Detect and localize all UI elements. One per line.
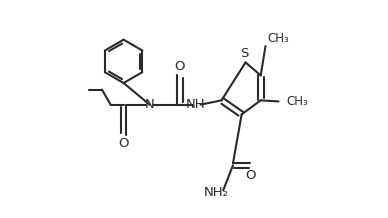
Text: O: O <box>118 137 129 150</box>
Text: O: O <box>175 60 185 73</box>
Text: O: O <box>245 169 256 182</box>
Text: N: N <box>145 98 154 111</box>
Text: NH: NH <box>185 98 205 111</box>
Text: NH₂: NH₂ <box>204 186 229 199</box>
Text: CH₃: CH₃ <box>286 95 308 108</box>
Text: S: S <box>240 47 249 60</box>
Text: CH₃: CH₃ <box>268 32 289 45</box>
